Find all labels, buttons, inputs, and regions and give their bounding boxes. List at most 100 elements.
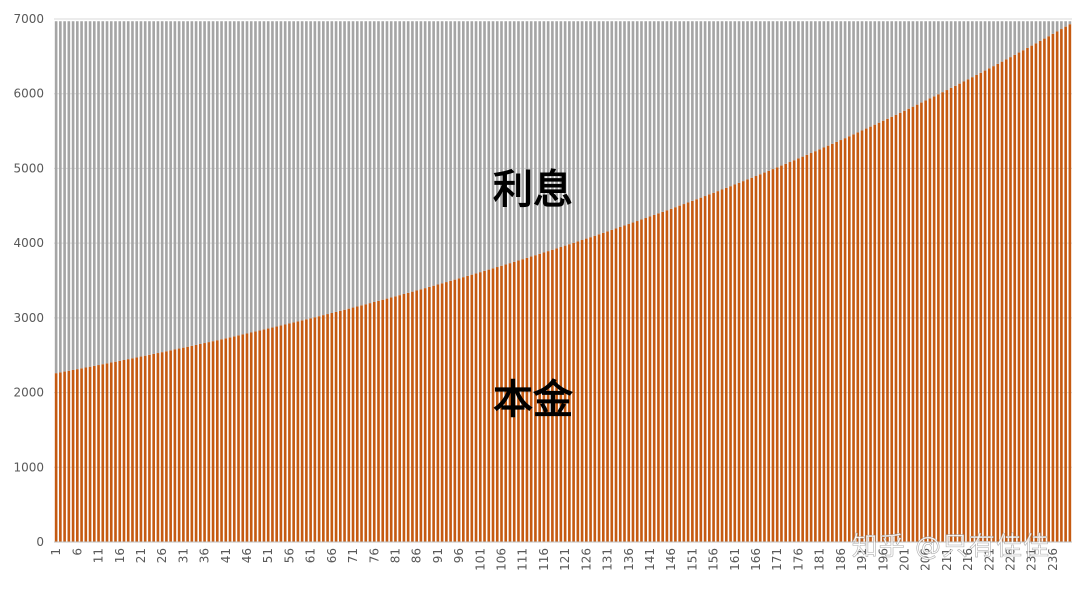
bar-interest (462, 21, 465, 278)
bar-principal (156, 353, 160, 542)
bar-principal (92, 365, 96, 542)
bar-interest (80, 21, 83, 369)
bar-interest (360, 21, 363, 306)
bar-principal (1030, 45, 1034, 543)
bar-principal (788, 162, 792, 542)
bar-principal (924, 100, 927, 543)
bar-principal (1047, 36, 1050, 542)
bar-principal (903, 110, 906, 542)
bar-interest (305, 21, 308, 320)
bar-principal (576, 241, 580, 542)
x-tick-label: 221 (982, 548, 996, 571)
x-tick-label: 46 (240, 548, 254, 563)
bar-principal (237, 335, 240, 542)
bar-principal (232, 336, 236, 542)
bar-interest (411, 21, 414, 292)
y-tick-label: 7000 (13, 12, 44, 26)
bar-interest (254, 21, 257, 332)
bar-interest (126, 21, 130, 360)
bar-principal (606, 231, 609, 542)
bar-interest (478, 21, 482, 273)
bar-interest (118, 21, 122, 361)
bar-interest (215, 21, 219, 341)
bar-interest (983, 21, 987, 71)
bar-principal (987, 68, 991, 543)
bar-principal (131, 358, 134, 542)
bar-principal (652, 214, 656, 542)
x-tick-label: 51 (261, 548, 275, 563)
bar-interest (741, 21, 745, 182)
bar-principal (139, 356, 143, 542)
bar-interest (788, 21, 792, 163)
bar-interest (835, 21, 838, 142)
bar-principal (339, 310, 342, 542)
bar-principal (254, 331, 257, 542)
x-tick-label: 31 (176, 548, 190, 563)
x-tick-label: 231 (1025, 548, 1039, 571)
bar-interest (627, 21, 631, 225)
bar-principal (305, 319, 308, 542)
bar-principal (521, 259, 525, 542)
bar-principal (445, 282, 448, 542)
bar-interest (754, 21, 758, 177)
bar-interest (300, 21, 304, 321)
bar-principal (76, 369, 79, 542)
bar-principal (546, 251, 550, 542)
x-tick-label: 101 (473, 548, 487, 571)
bar-interest (1051, 21, 1055, 34)
bar-interest (873, 21, 877, 125)
bar-principal (474, 273, 478, 542)
bar-interest (500, 21, 503, 266)
x-tick-label: 226 (1004, 548, 1018, 571)
bar-principal (559, 247, 563, 542)
x-tick-label: 181 (813, 548, 827, 571)
bar-principal (822, 147, 826, 542)
bar-interest (894, 21, 898, 115)
x-tick-label: 186 (834, 548, 848, 571)
bar-principal (385, 298, 389, 542)
bar-interest (1038, 21, 1042, 41)
bar-interest (309, 21, 312, 319)
bar-principal (292, 322, 295, 542)
bar-principal (631, 222, 635, 543)
bar-principal (487, 269, 491, 542)
bar-principal (215, 340, 219, 542)
bar-principal (360, 305, 363, 542)
bar-principal (614, 228, 618, 542)
bar-interest (279, 21, 283, 326)
bar-interest (1017, 21, 1021, 53)
bar-interest (971, 21, 974, 78)
bar-interest (317, 21, 321, 317)
bar-principal (275, 326, 278, 542)
bar-interest (432, 21, 435, 286)
bar-interest (131, 21, 134, 359)
bar-principal (932, 96, 936, 543)
x-tick-label: 36 (198, 548, 212, 563)
bar-principal (1055, 31, 1059, 543)
bar-interest (474, 21, 478, 274)
bar-principal (763, 172, 766, 542)
bar-interest (241, 21, 245, 335)
bar-principal (453, 279, 457, 542)
bar-interest (355, 21, 359, 307)
bar-principal (712, 192, 715, 542)
gridlines (54, 18, 1072, 543)
bar-principal (508, 263, 512, 542)
bar-principal (852, 134, 855, 542)
bar-principal (529, 256, 533, 542)
bar-interest (97, 21, 100, 366)
bar-interest (232, 21, 236, 337)
bar-interest (958, 21, 961, 84)
bar-interest (529, 21, 533, 257)
bar-principal (635, 221, 639, 543)
bar-principal (317, 316, 321, 542)
bar-principal (394, 296, 397, 542)
bar-principal (648, 216, 652, 543)
bar-interest (258, 21, 262, 331)
bar-interest (928, 21, 932, 99)
bar-principal (135, 357, 139, 542)
bar-principal (169, 350, 172, 542)
bar-interest (262, 21, 266, 330)
bar-principal (165, 351, 168, 542)
bar-interest (818, 21, 821, 150)
